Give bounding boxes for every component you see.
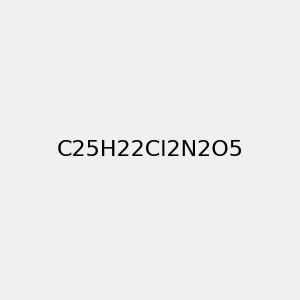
Text: C25H22Cl2N2O5: C25H22Cl2N2O5 <box>56 140 244 160</box>
